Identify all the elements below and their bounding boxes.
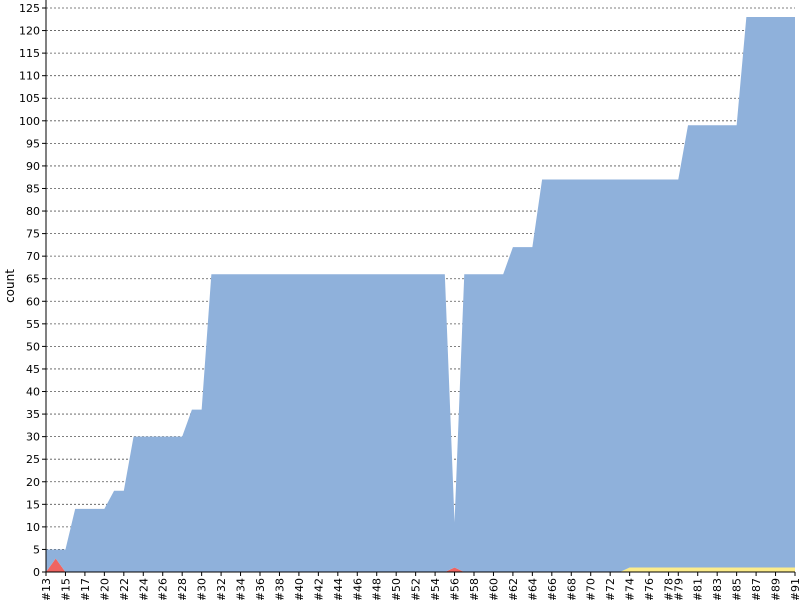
x-tick-label-66: #66 [546,578,559,600]
y-tick-label-20: 20 [26,476,40,489]
y-tick-label-50: 50 [26,340,40,353]
y-tick-label-5: 5 [33,543,40,556]
y-tick-label-60: 60 [26,295,40,308]
x-tick-label-44: #44 [332,578,345,600]
x-tick-label-64: #64 [526,578,539,600]
y-tick-label-0: 0 [33,566,40,579]
x-tick-label-42: #42 [312,578,325,600]
area-layer [46,17,795,572]
y-tick-label-105: 105 [19,92,40,105]
y-tick-label-115: 115 [19,47,40,60]
y-tick-label-65: 65 [26,273,40,286]
x-tick-label-89: #89 [770,578,783,600]
x-tick-label-50: #50 [390,578,403,600]
x-tick-label-22: #22 [118,578,131,600]
y-tick-label-10: 10 [26,521,40,534]
area-series-1 [46,558,795,572]
x-tick-label-26: #26 [157,578,170,600]
x-tick-label-72: #72 [604,578,617,600]
x-tick-label-28: #28 [176,578,189,600]
y-tick-label-120: 120 [19,25,40,38]
y-tick-label-15: 15 [26,498,40,511]
y-tick-label-125: 125 [19,2,40,15]
x-tick-label-46: #46 [351,578,364,600]
y-tick-label-95: 95 [26,137,40,150]
y-tick-label-100: 100 [19,115,40,128]
y-tick-label-70: 70 [26,250,40,263]
x-tick-label-54: #54 [429,578,442,600]
x-tick-label-79: #79 [672,578,685,600]
x-tick-label-17: #17 [79,578,92,600]
x-tick-label-81: #81 [692,578,705,600]
x-tick-label-76: #76 [643,578,656,600]
y-tick-label-55: 55 [26,318,40,331]
x-tick-label-74: #74 [624,578,637,600]
y-tick-label-35: 35 [26,408,40,421]
y-axis-title: count [3,269,17,303]
x-tick-label-40: #40 [293,578,306,600]
x-tick-label-32: #32 [215,578,228,600]
x-tick-label-30: #30 [196,578,209,600]
x-tick-label-60: #60 [487,578,500,600]
x-tick-label-91: #91 [789,578,800,600]
x-tick-label-48: #48 [371,578,384,600]
x-tick-label-34: #34 [235,578,248,600]
x-tick-label-70: #70 [585,578,598,600]
y-tick-label-80: 80 [26,205,40,218]
axis-layer: 0 5 10 15 20 25 30 35 40 45 50 55 60 65 70 75 80 85 90 95 10… [19,0,800,600]
x-tick-label-24: #24 [137,578,150,600]
y-tick-label-30: 30 [26,431,40,444]
x-tick-label-58: #58 [468,578,481,600]
y-tick-label-110: 110 [19,70,40,83]
x-tick-label-36: #36 [254,578,267,600]
y-tick-label-85: 85 [26,182,40,195]
y-tick-label-75: 75 [26,228,40,241]
x-tick-label-83: #83 [711,578,724,600]
x-tick-label-56: #56 [449,578,462,600]
x-tick-label-78: #78 [663,578,676,600]
y-tick-label-45: 45 [26,363,40,376]
y-tick-label-25: 25 [26,453,40,466]
x-tick-label-68: #68 [565,578,578,600]
x-tick-label-15: #15 [59,578,72,600]
x-tick-label-13: #13 [40,578,53,600]
y-tick-label-90: 90 [26,160,40,173]
x-tick-label-38: #38 [273,578,286,600]
x-tick-label-87: #87 [750,578,763,600]
x-tick-label-85: #85 [731,578,744,600]
y-tick-label-40: 40 [26,386,40,399]
area-series-2 [46,17,795,572]
x-tick-label-62: #62 [507,578,520,600]
x-tick-label-52: #52 [410,578,423,600]
x-tick-label-20: #20 [98,578,111,600]
